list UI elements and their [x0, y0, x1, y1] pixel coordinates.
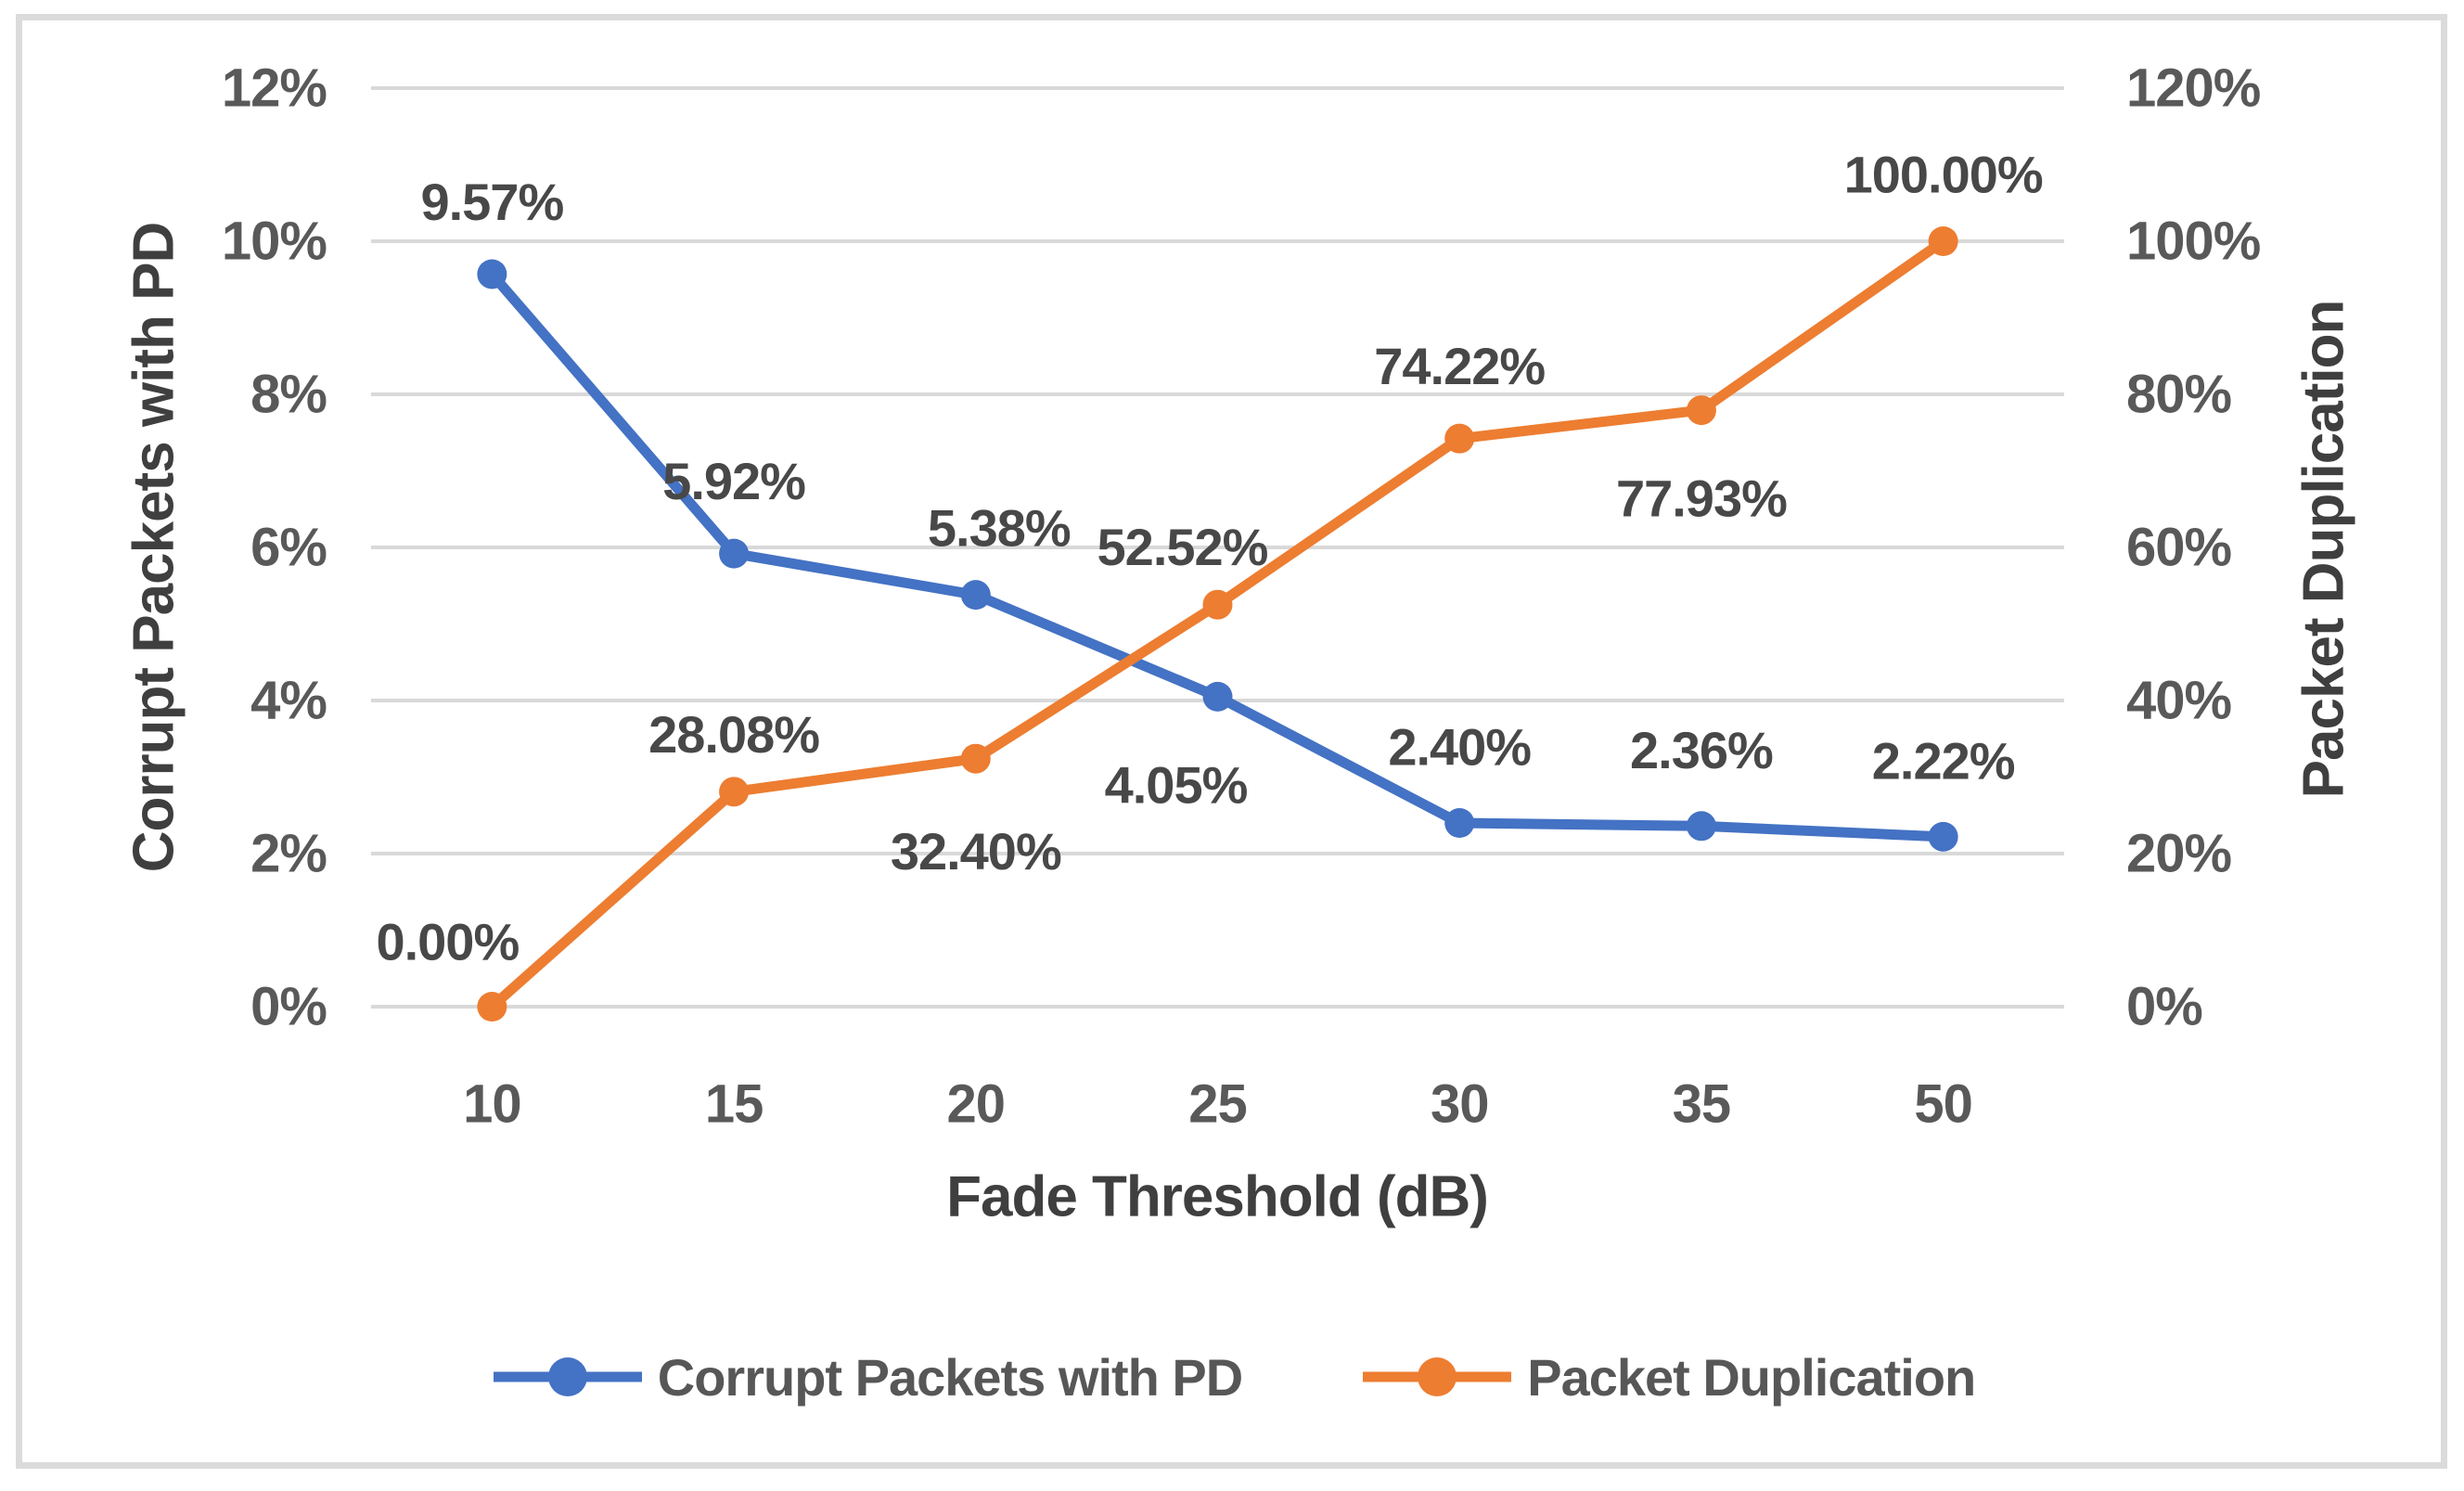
- legend-line-marker-icon: [493, 1357, 642, 1396]
- right-axis-tick-label: 60%: [2126, 518, 2232, 578]
- series-marker: [1686, 811, 1716, 842]
- x-axis-tick-label: 30: [1431, 1074, 1489, 1135]
- data-label: 5.38%: [928, 499, 1071, 558]
- x-axis-tick-label: 20: [947, 1074, 1006, 1135]
- data-label: 2.36%: [1630, 721, 1773, 779]
- series-marker: [960, 580, 991, 611]
- legend-item-corrupt-packets: Corrupt Packets with PD: [489, 1347, 1243, 1407]
- left-axis-tick-label: 10%: [222, 212, 327, 272]
- data-label: 52.52%: [1097, 518, 1268, 576]
- series-marker: [1928, 821, 1958, 852]
- data-label: 100.00%: [1844, 146, 2043, 204]
- left-axis-tick-label: 6%: [250, 518, 327, 578]
- right-axis-tick-label: 20%: [2126, 824, 2232, 884]
- left-axis-tick-label: 2%: [250, 824, 327, 884]
- series-marker: [1444, 423, 1475, 454]
- series-marker: [477, 992, 507, 1022]
- data-label: 4.05%: [1105, 755, 1248, 814]
- series-marker: [719, 538, 750, 569]
- left-axis-tick-label: 4%: [250, 671, 327, 731]
- right-axis-tick-label: 100%: [2126, 212, 2261, 272]
- data-label: 9.57%: [420, 173, 563, 231]
- data-label: 5.92%: [662, 452, 805, 510]
- data-label: 2.40%: [1388, 718, 1531, 777]
- x-axis-title: Fade Threshold (dB): [946, 1164, 1489, 1229]
- series-line-packet-duplication: [486, 236, 1949, 1012]
- legend: Corrupt Packets with PD Packet Duplicatio…: [0, 1323, 2464, 1431]
- data-label: 2.22%: [1872, 731, 2015, 790]
- legend-line-marker-icon: [1363, 1357, 1512, 1396]
- series-marker: [960, 743, 991, 774]
- legend-item-packet-duplication: Packet Duplication: [1358, 1347, 1976, 1407]
- series-marker: [477, 259, 507, 289]
- x-axis-tick-label: 25: [1188, 1074, 1247, 1135]
- series-marker: [1444, 808, 1475, 838]
- series-marker: [1202, 589, 1233, 620]
- x-axis-tick-label: 50: [1914, 1074, 1972, 1135]
- left-axis-tick-label: 0%: [250, 977, 327, 1037]
- data-label: 74.22%: [1374, 337, 1545, 395]
- series-marker: [1686, 395, 1716, 426]
- left-axis-title: Corrupt Packets with PD: [122, 222, 186, 873]
- right-axis-title: Packet Duplication: [2291, 300, 2356, 799]
- right-axis-tick-label: 80%: [2126, 365, 2232, 425]
- chart-outer-border: [16, 14, 2447, 1469]
- right-axis-tick-label: 40%: [2126, 671, 2232, 731]
- legend-label: Corrupt Packets with PD: [657, 1347, 1243, 1407]
- series-marker: [719, 777, 750, 807]
- left-axis-tick-label: 12%: [222, 58, 327, 119]
- legend-label: Packet Duplication: [1527, 1347, 1976, 1407]
- x-axis-tick-label: 35: [1673, 1074, 1731, 1135]
- series-marker: [1202, 681, 1233, 712]
- data-label: 32.40%: [891, 822, 1061, 880]
- right-axis-tick-label: 120%: [2126, 58, 2261, 119]
- data-label: 77.93%: [1616, 469, 1787, 528]
- left-axis-tick-label: 8%: [250, 365, 327, 425]
- data-label: 28.08%: [648, 705, 819, 764]
- right-axis-tick-label: 0%: [2126, 977, 2202, 1037]
- x-axis-tick-label: 15: [705, 1074, 764, 1135]
- series-marker: [1928, 226, 1958, 256]
- x-axis-tick-label: 10: [463, 1074, 521, 1135]
- data-label: 0.00%: [376, 913, 519, 971]
